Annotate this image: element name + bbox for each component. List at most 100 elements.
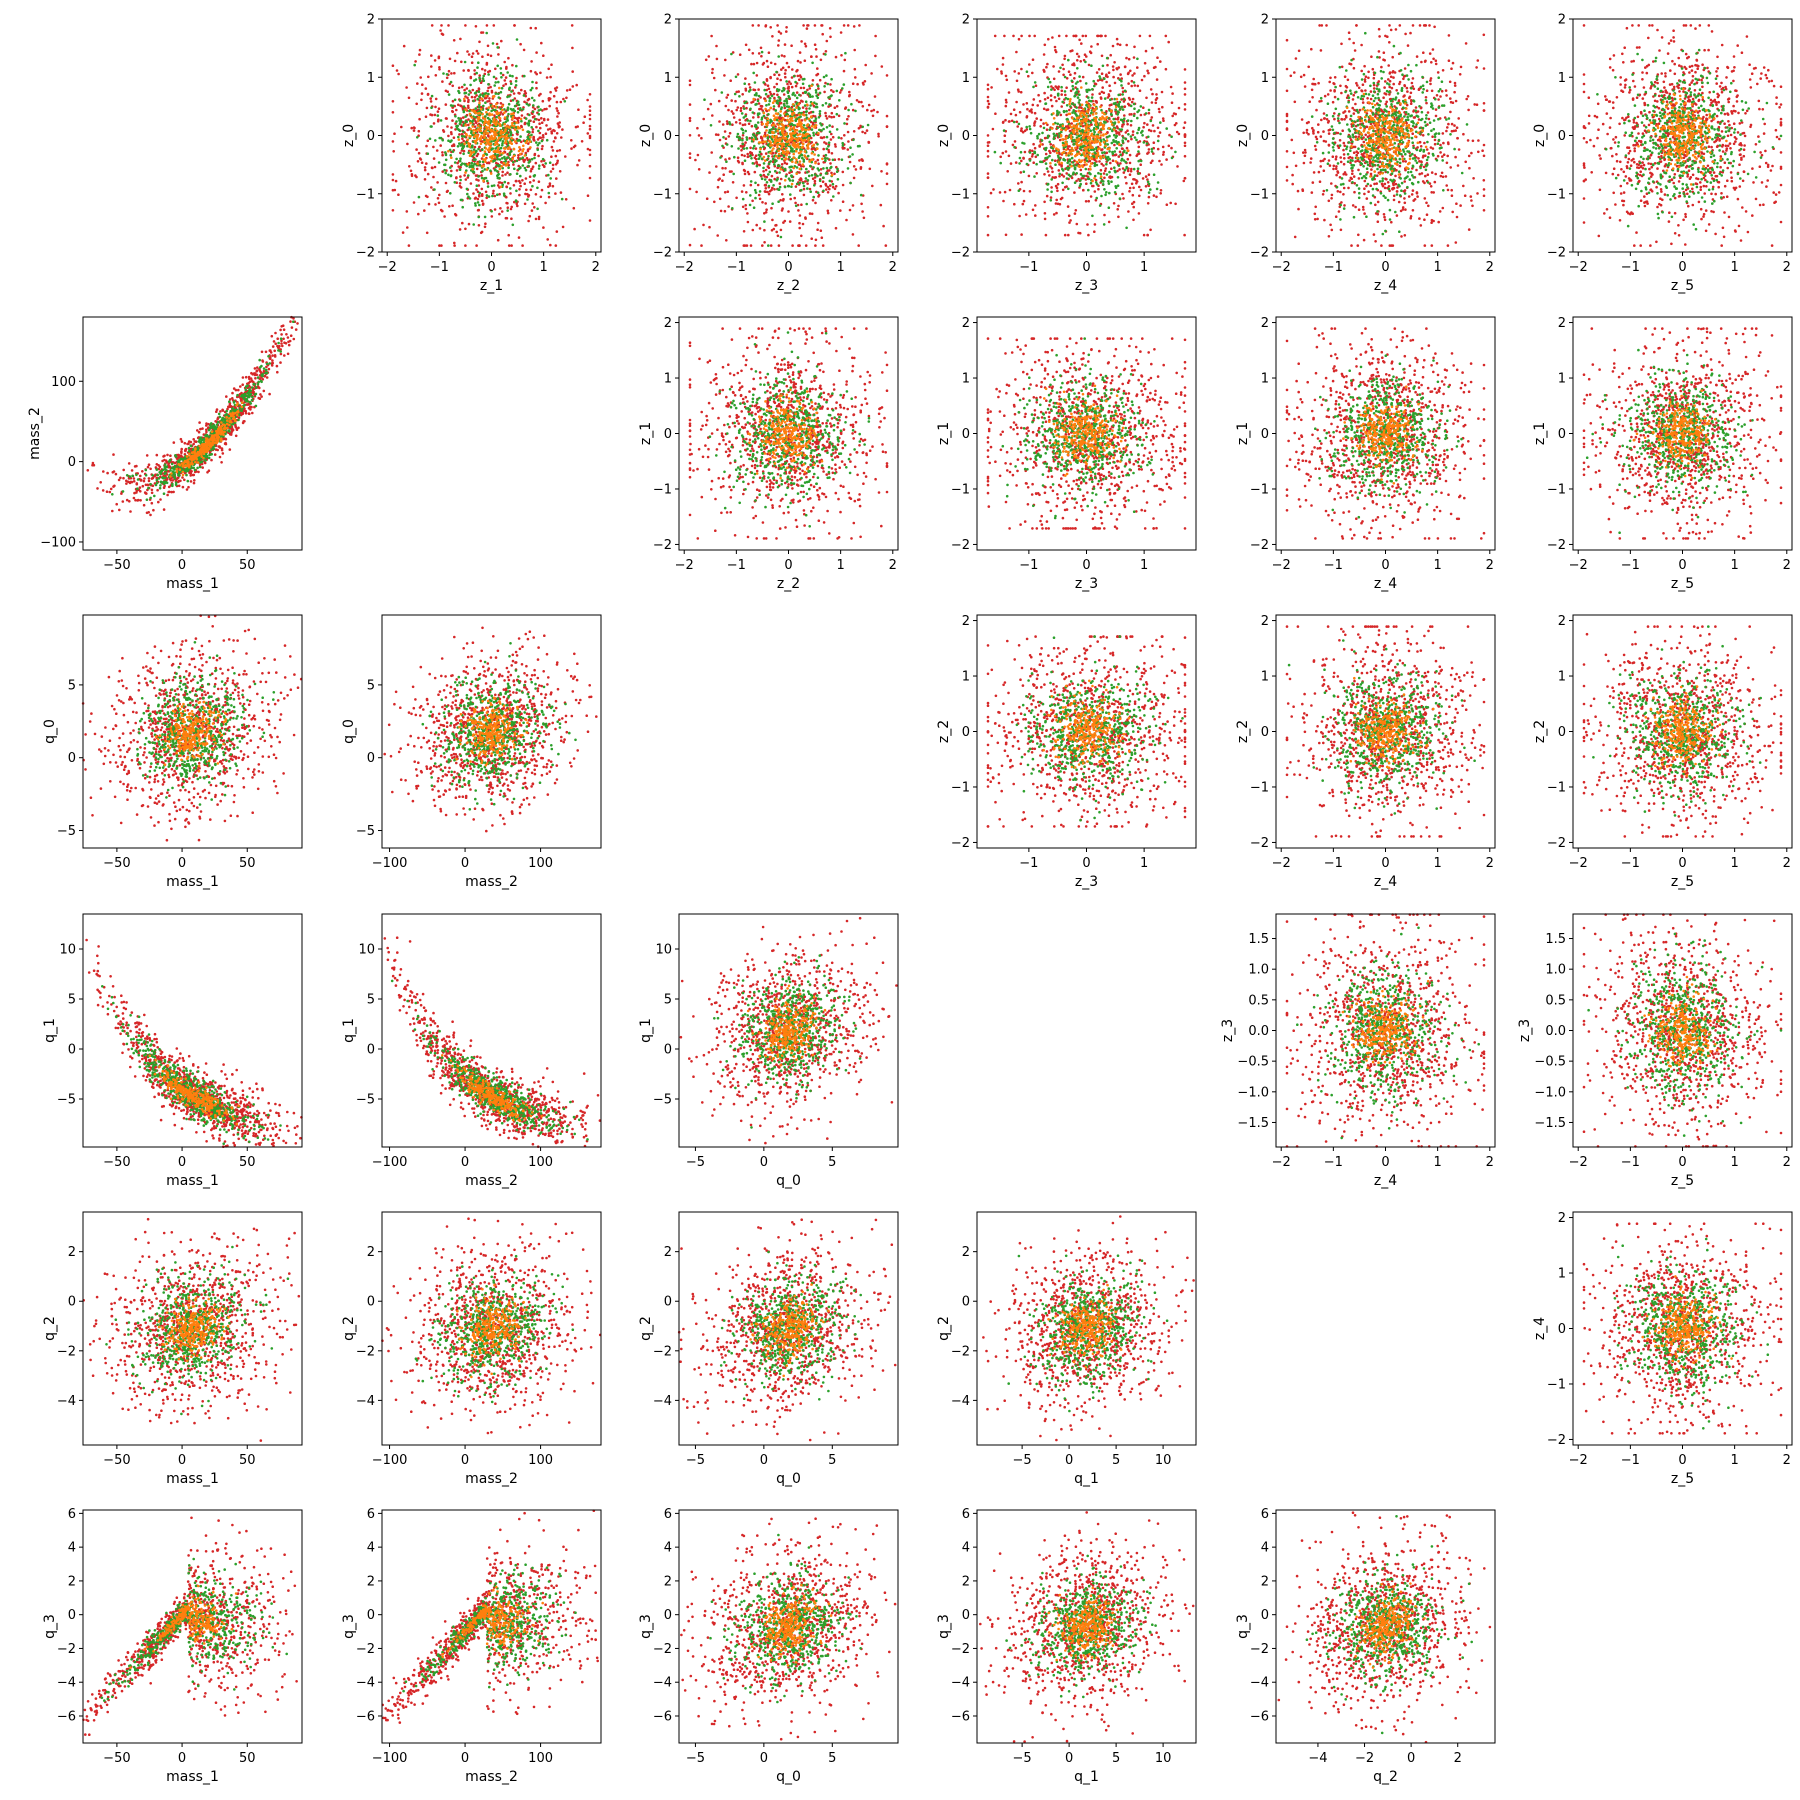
point-outer xyxy=(459,152,462,155)
point-outer xyxy=(478,195,481,198)
point-outer xyxy=(415,103,418,106)
point-outer xyxy=(437,120,440,123)
point-middle xyxy=(444,172,447,175)
point-inner xyxy=(521,150,524,153)
point-middle xyxy=(522,164,525,167)
point-middle xyxy=(481,177,484,180)
point-middle xyxy=(512,99,515,102)
point-inner xyxy=(502,131,505,134)
point-outer xyxy=(538,122,541,125)
point-inner xyxy=(463,142,466,145)
point-inner xyxy=(529,146,532,149)
point-middle xyxy=(506,156,509,159)
point-outer xyxy=(446,77,449,80)
point-outer xyxy=(453,136,456,139)
point-outer xyxy=(553,140,556,143)
point-outer xyxy=(445,117,448,120)
point-outer xyxy=(555,155,558,158)
point-outer xyxy=(528,98,531,101)
point-inner xyxy=(513,125,516,128)
point-inner xyxy=(489,142,492,145)
point-outer xyxy=(853,25,856,28)
point-inner xyxy=(470,153,473,156)
point-middle xyxy=(461,135,464,138)
point-middle xyxy=(516,160,519,163)
point-inner xyxy=(492,96,495,99)
point-outer xyxy=(503,61,506,64)
point-outer xyxy=(535,218,538,221)
point-outer xyxy=(441,80,444,83)
point-middle xyxy=(457,136,460,139)
point-middle xyxy=(467,174,470,177)
point-outer xyxy=(445,182,448,185)
point-outer xyxy=(505,66,508,69)
point-outer xyxy=(540,117,543,120)
point-middle xyxy=(479,93,482,96)
point-outer xyxy=(431,24,434,27)
point-middle xyxy=(471,162,474,165)
point-middle xyxy=(455,120,458,123)
point-middle xyxy=(515,84,518,87)
point-inner xyxy=(485,143,488,146)
point-middle xyxy=(512,224,515,227)
point-middle xyxy=(522,108,525,111)
point-outer xyxy=(489,86,492,89)
point-inner xyxy=(465,134,468,137)
point-outer xyxy=(400,126,403,129)
point-outer xyxy=(549,76,552,79)
point-outer xyxy=(553,95,556,98)
point-inner xyxy=(506,162,509,165)
point-outer xyxy=(505,217,508,220)
point-outer xyxy=(574,145,577,148)
point-outer xyxy=(499,119,502,122)
point-middle xyxy=(525,117,528,120)
point-outer xyxy=(502,84,505,87)
point-outer xyxy=(470,182,473,185)
point-outer xyxy=(430,54,433,57)
point-inner xyxy=(482,179,485,182)
point-middle xyxy=(463,111,466,114)
point-outer xyxy=(533,120,536,123)
point-middle xyxy=(437,114,440,117)
point-middle xyxy=(486,180,489,183)
point-outer xyxy=(507,57,510,60)
point-middle xyxy=(457,128,460,131)
point-outer xyxy=(418,118,421,121)
point-outer xyxy=(550,63,553,66)
point-middle xyxy=(472,171,475,174)
point-outer xyxy=(510,208,513,211)
point-inner xyxy=(467,163,470,166)
point-middle xyxy=(464,120,467,123)
point-outer xyxy=(556,110,559,113)
point-middle xyxy=(457,117,460,120)
point-outer xyxy=(872,115,875,118)
point-inner xyxy=(494,156,497,159)
point-outer xyxy=(551,146,554,149)
point-outer xyxy=(406,226,409,229)
point-outer xyxy=(471,55,474,58)
point-outer xyxy=(510,244,513,247)
point-inner xyxy=(482,165,485,168)
point-middle xyxy=(548,192,551,195)
point-middle xyxy=(511,75,514,78)
point-middle xyxy=(519,175,522,178)
point-middle xyxy=(481,149,484,152)
y-tick-label: 2 xyxy=(367,13,375,28)
point-outer xyxy=(543,108,546,111)
point-outer xyxy=(527,220,530,223)
point-inner xyxy=(529,136,532,139)
point-outer xyxy=(464,228,467,231)
point-outer xyxy=(392,150,395,153)
point-inner xyxy=(484,130,487,133)
point-outer xyxy=(537,155,540,158)
point-outer xyxy=(450,72,453,75)
point-inner xyxy=(447,150,450,153)
point-middle xyxy=(470,132,473,135)
point-outer xyxy=(518,180,521,183)
point-middle xyxy=(494,153,497,156)
point-outer xyxy=(558,126,561,129)
point-outer xyxy=(576,125,579,128)
point-outer xyxy=(545,124,548,127)
point-outer xyxy=(534,108,537,111)
point-middle xyxy=(526,198,529,201)
